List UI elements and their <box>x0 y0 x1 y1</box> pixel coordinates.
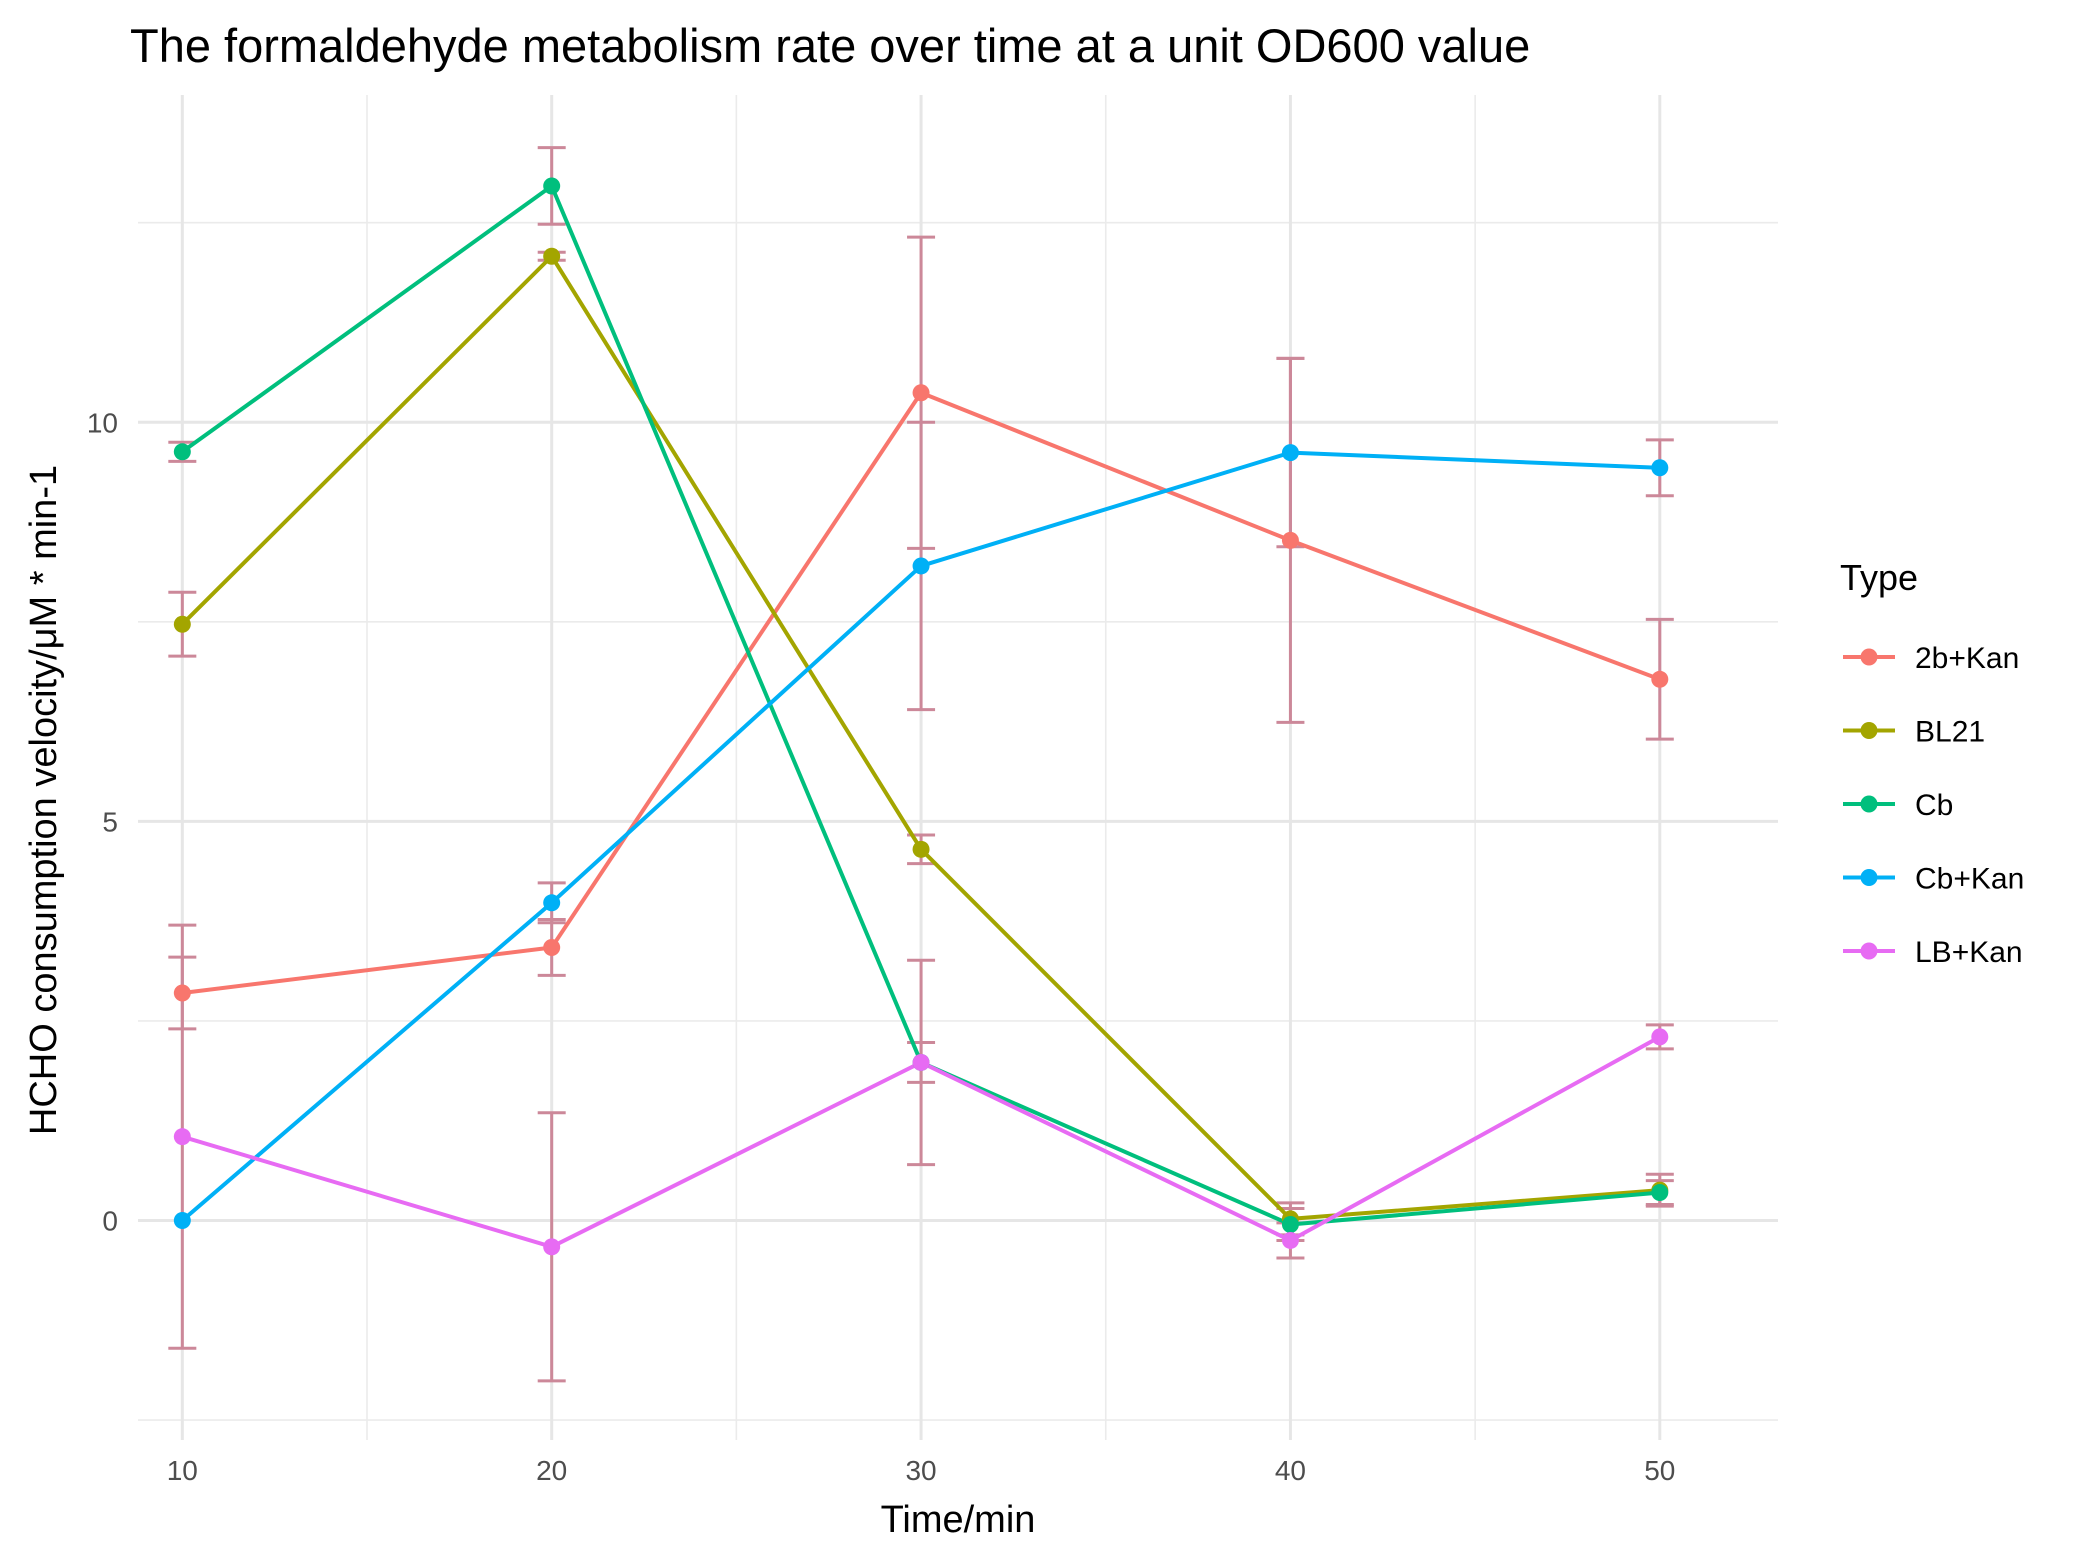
data-point <box>543 247 561 265</box>
y-tick-label: 5 <box>102 806 118 837</box>
data-point <box>543 177 561 195</box>
legend: 2b+Kan BL21 Cb Cb+Kan LB+Kan <box>1843 642 2024 969</box>
data-point <box>1651 670 1669 688</box>
data-point <box>912 384 930 402</box>
data-point <box>1281 444 1299 462</box>
x-tick-label: 30 <box>905 1455 936 1486</box>
legend-item: LB+Kan <box>1843 936 2023 969</box>
data-point <box>912 840 930 858</box>
legend-item: Cb+Kan <box>1843 863 2024 896</box>
data-point <box>173 615 191 633</box>
legend-item: BL21 <box>1843 716 1985 749</box>
x-axis-ticks: 10 20 30 40 50 <box>167 1455 1676 1486</box>
data-point <box>173 984 191 1002</box>
data-point <box>1281 1215 1299 1233</box>
data-point <box>1281 1231 1299 1249</box>
y-axis-ticks: 0 5 10 <box>87 407 118 1236</box>
data-point <box>543 938 561 956</box>
series-points <box>173 177 1669 1256</box>
x-tick-label: 40 <box>1275 1455 1306 1486</box>
x-tick-label: 20 <box>536 1455 567 1486</box>
data-point <box>543 1238 561 1256</box>
legend-label: Cb+Kan <box>1915 863 2024 896</box>
data-point <box>1281 531 1299 549</box>
data-point <box>912 557 930 575</box>
data-point <box>1651 1028 1669 1046</box>
legend-item: Cb <box>1843 789 1953 822</box>
chart-title: The formaldehyde metabolism rate over ti… <box>130 19 1530 72</box>
data-point <box>543 894 561 912</box>
data-point <box>912 1053 930 1071</box>
y-tick-label: 10 <box>87 407 118 438</box>
data-point <box>1651 1184 1669 1202</box>
data-point <box>1651 459 1669 477</box>
data-point <box>173 443 191 461</box>
legend-title: Type <box>1840 557 1918 598</box>
grid <box>138 95 1778 1440</box>
legend-label: 2b+Kan <box>1915 642 2019 675</box>
x-tick-label: 10 <box>167 1455 198 1486</box>
x-tick-label: 50 <box>1644 1455 1675 1486</box>
legend-item: 2b+Kan <box>1843 642 2019 675</box>
x-axis-title: Time/min <box>881 1499 1036 1541</box>
data-point <box>173 1211 191 1229</box>
legend-label: LB+Kan <box>1915 936 2023 969</box>
legend-label: Cb <box>1915 789 1953 822</box>
legend-label: BL21 <box>1915 716 1985 749</box>
y-axis-title: HCHO consumption velocity/μM * min-1 <box>23 465 65 1135</box>
data-point <box>173 1128 191 1146</box>
y-tick-label: 0 <box>102 1205 118 1236</box>
